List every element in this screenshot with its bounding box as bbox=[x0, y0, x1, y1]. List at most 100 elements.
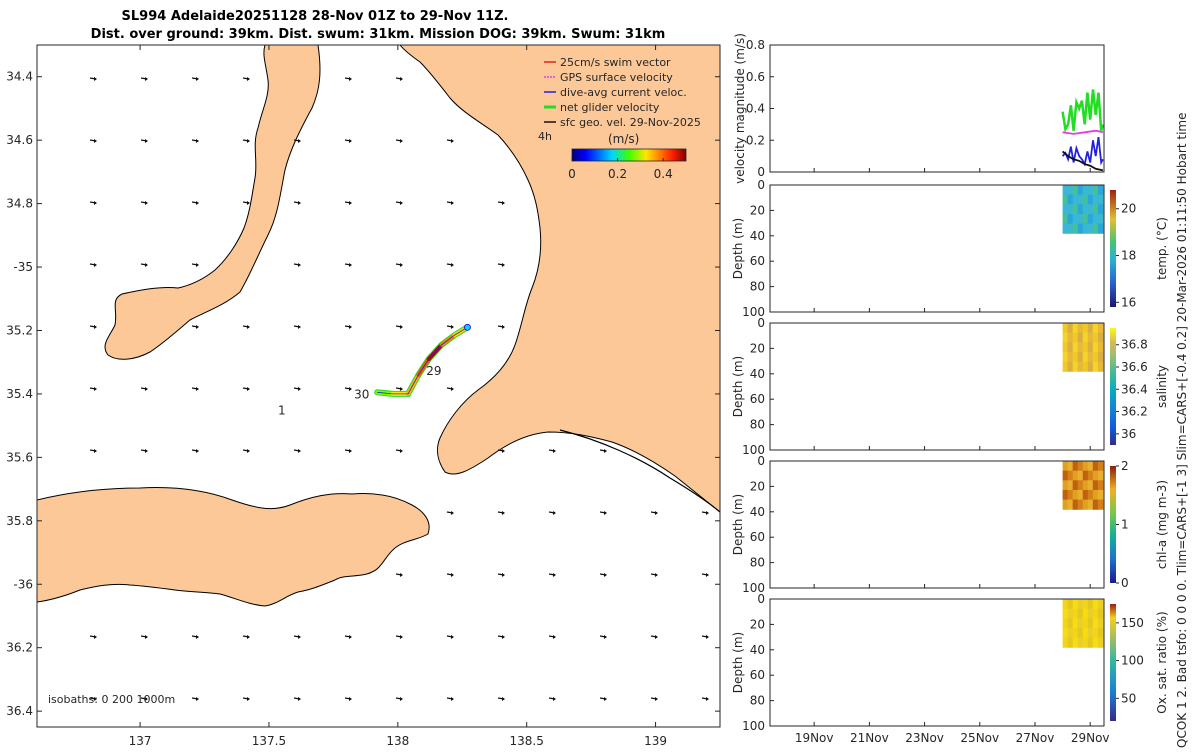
oxygen-heatmap-cell bbox=[1087, 637, 1094, 648]
velocity-ylabel: velocity magnitude (m/s) bbox=[733, 33, 747, 184]
geo-arrow-head bbox=[247, 635, 250, 639]
temperature-heatmap-cell bbox=[1082, 213, 1089, 225]
oxygen-heatmap-cell bbox=[1087, 599, 1094, 610]
land-kangaroo-island bbox=[37, 487, 430, 607]
temperature-heatmap-cell bbox=[1092, 194, 1099, 205]
cbar-tick-label: 36.6 bbox=[1121, 360, 1148, 374]
oxygen-heatmap-cell bbox=[1087, 627, 1094, 639]
salinity-heatmap-cell bbox=[1092, 351, 1099, 363]
oxygen-heatmap-cell bbox=[1097, 627, 1104, 639]
geo-arrow-head bbox=[298, 449, 301, 453]
geo-arrow-head bbox=[502, 449, 505, 453]
oxygen-heatmap-cell bbox=[1067, 618, 1074, 629]
cbar-tick-label: 150 bbox=[1121, 616, 1144, 630]
temperature-heatmap-cell bbox=[1077, 223, 1084, 234]
oxygen-heatmap-cell bbox=[1072, 608, 1079, 619]
salinity-heatmap-cell bbox=[1077, 351, 1084, 363]
temperature-heatmap-cell bbox=[1062, 223, 1069, 234]
geo-arrow-head bbox=[502, 697, 505, 701]
panel-frame bbox=[769, 460, 1105, 589]
chla-heatmap-cell bbox=[1067, 499, 1074, 510]
geo-arrow-head bbox=[94, 77, 97, 81]
geo-arrow-head bbox=[451, 139, 454, 143]
map-land bbox=[37, 45, 720, 607]
oxygen-heatmap-cell bbox=[1077, 627, 1084, 639]
geo-arrow-head bbox=[145, 635, 148, 639]
cbar-tick-label: 1 bbox=[1121, 518, 1129, 532]
chla-heatmap-cell bbox=[1097, 461, 1104, 472]
geo-arrow-head bbox=[94, 635, 97, 639]
chla-heatmap-cell bbox=[1097, 489, 1104, 501]
velocity-series-line bbox=[1061, 136, 1104, 167]
ytick-label: 0 bbox=[757, 165, 765, 179]
salinity-heatmap-cell bbox=[1067, 361, 1074, 372]
chla-heatmap-cell bbox=[1082, 461, 1089, 472]
geo-arrow-head bbox=[247, 77, 250, 81]
salinity-heatmap-cell bbox=[1062, 332, 1069, 343]
geo-arrow-head bbox=[604, 449, 607, 453]
oxygen-colorbar bbox=[1110, 604, 1116, 721]
temperature-heatmap-cell bbox=[1097, 223, 1104, 234]
temperature-heatmap-cell bbox=[1097, 194, 1104, 205]
panel-frame bbox=[769, 598, 1105, 727]
geo-arrow-head bbox=[400, 325, 403, 329]
geo-arrow-head bbox=[604, 573, 607, 577]
temperature-heatmap-cell bbox=[1087, 185, 1094, 196]
chla-ylabel: Depth (m) bbox=[731, 494, 745, 555]
ytick-label: 60 bbox=[750, 254, 765, 268]
legend-net: net glider velocity bbox=[560, 101, 660, 114]
oxygen-heatmap-cell bbox=[1092, 627, 1099, 639]
temperature-heatmap-cell bbox=[1067, 223, 1074, 234]
oxygen-heatmap-cell bbox=[1062, 637, 1069, 648]
panel-frame bbox=[769, 322, 1105, 451]
geo-arrow-head bbox=[553, 511, 556, 515]
geo-arrow-head bbox=[145, 201, 148, 205]
chla-heatmap-cell bbox=[1092, 489, 1099, 501]
oxygen-heatmap-cell bbox=[1087, 618, 1094, 629]
salinity-heatmap-cell bbox=[1072, 323, 1079, 334]
geo-arrow-head bbox=[400, 387, 403, 391]
legend-time-label: 4h bbox=[538, 130, 552, 143]
geo-arrow-head bbox=[349, 77, 352, 81]
geo-arrow-head bbox=[553, 635, 556, 639]
geo-arrow-head bbox=[400, 449, 403, 453]
geo-arrow-head bbox=[145, 77, 148, 81]
chla-heatmap-cell bbox=[1062, 470, 1069, 481]
temperature-heatmap-cell bbox=[1072, 204, 1079, 215]
map-ytick-label: 34.6 bbox=[6, 133, 33, 147]
geo-arrow-head bbox=[298, 139, 301, 143]
map-xtick-label: 137 bbox=[129, 734, 152, 748]
geo-arrow-head bbox=[400, 139, 403, 143]
oxygen-heatmap-cell bbox=[1082, 627, 1089, 639]
velocity-series-line bbox=[1061, 89, 1105, 133]
salinity-heatmap-cell bbox=[1097, 332, 1104, 343]
geo-arrow-head bbox=[604, 511, 607, 515]
isobaths-label: isobaths: 0 200 1000m bbox=[48, 693, 175, 706]
temperature-heatmap-cell bbox=[1072, 185, 1079, 196]
geo-arrow-head bbox=[247, 201, 250, 205]
geo-arrow-head bbox=[655, 697, 658, 701]
geo-arrow-head bbox=[196, 697, 199, 701]
salinity-heatmap-cell bbox=[1092, 342, 1099, 353]
chla-heatmap-cell bbox=[1062, 489, 1069, 501]
geo-arrow-head bbox=[451, 201, 454, 205]
oxygen-heatmap-cell bbox=[1062, 608, 1069, 619]
map-colorbar bbox=[571, 148, 687, 162]
map-xtick-label: 139 bbox=[644, 734, 667, 748]
geo-arrow-head bbox=[247, 697, 250, 701]
cbar-tick-label: 18 bbox=[1121, 249, 1136, 263]
oxygen-heatmap-cell bbox=[1077, 599, 1084, 610]
map-ytick-label: 35.6 bbox=[6, 450, 33, 464]
chla-heatmap-cell bbox=[1072, 499, 1079, 510]
geo-arrow-head bbox=[400, 697, 403, 701]
temperature-heatmap-cell bbox=[1072, 213, 1079, 225]
chla-heatmap-cell bbox=[1087, 470, 1094, 481]
ytick-label: 20 bbox=[750, 617, 765, 631]
map-ytick-label: -35 bbox=[13, 260, 33, 274]
geo-arrow-head bbox=[196, 77, 199, 81]
salinity-heatmap-cell bbox=[1072, 361, 1079, 372]
cbar-tick-label: 36.4 bbox=[1121, 382, 1148, 396]
ytick-label: 0.6 bbox=[746, 70, 765, 84]
